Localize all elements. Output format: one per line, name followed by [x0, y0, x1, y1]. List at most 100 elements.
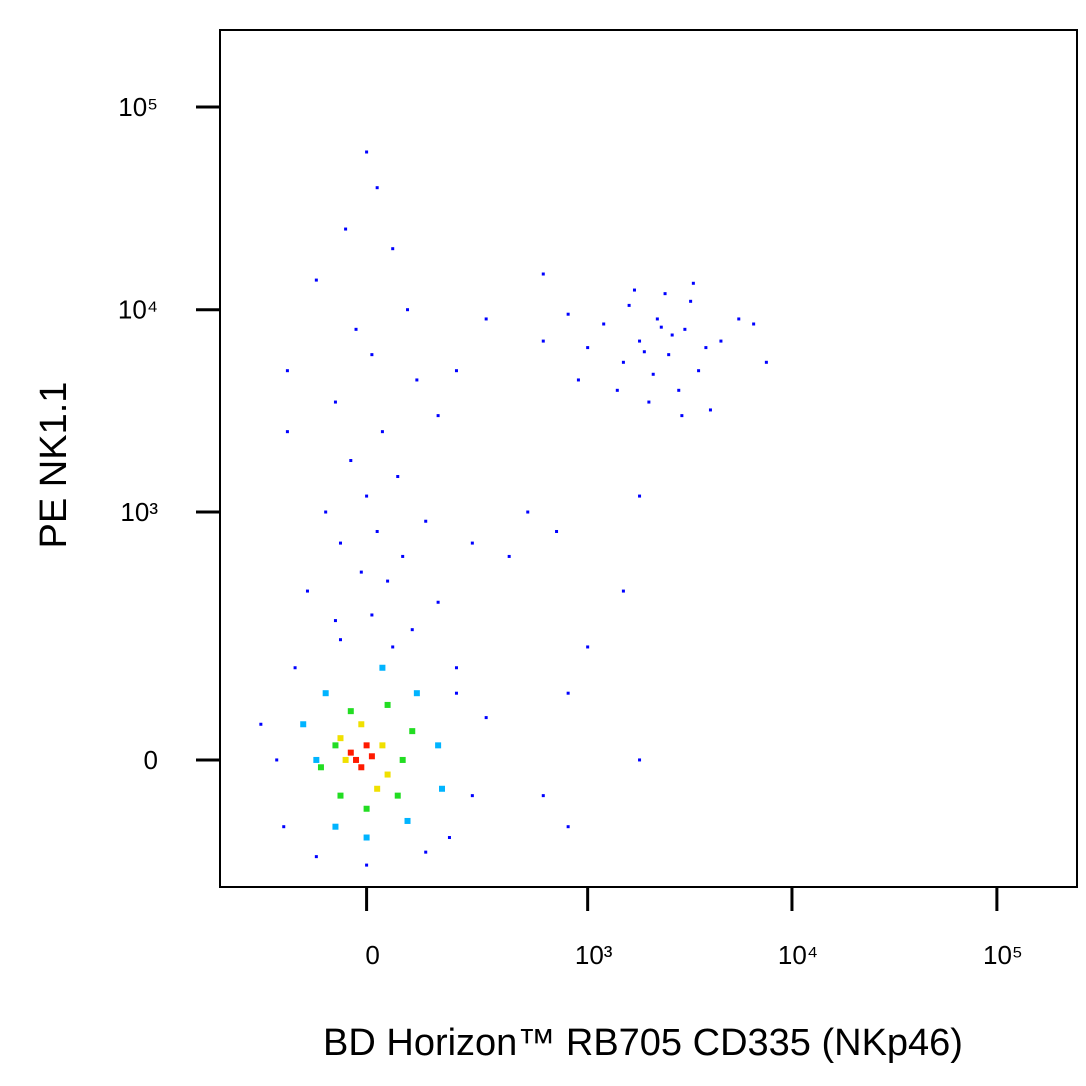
data-point: [347, 749, 354, 756]
data-point: [300, 721, 307, 728]
data-point: [333, 400, 337, 404]
data-point: [365, 150, 369, 154]
data-point: [358, 764, 365, 771]
data-point: [541, 272, 545, 276]
data-point: [365, 863, 369, 867]
data-point: [391, 645, 395, 649]
data-point: [708, 408, 712, 412]
data-point: [324, 510, 328, 514]
data-point: [555, 529, 559, 533]
data-point: [396, 475, 400, 479]
data-point: [285, 369, 289, 373]
data-point: [386, 579, 390, 583]
data-point: [384, 771, 391, 778]
data-point: [409, 728, 416, 735]
data-point: [363, 805, 370, 812]
data-point: [704, 346, 708, 350]
data-point: [415, 378, 419, 382]
data-point: [359, 570, 363, 574]
data-point: [365, 494, 369, 498]
data-point: [436, 414, 440, 418]
data-point: [526, 510, 530, 514]
data-point: [337, 735, 344, 742]
data-point: [375, 529, 379, 533]
data-point: [621, 589, 625, 593]
data-point: [259, 722, 263, 726]
data-point: [470, 794, 474, 798]
x-axis-title: BD Horizon™ RB705 CD335 (NKp46): [323, 1022, 963, 1064]
data-point: [602, 322, 606, 326]
data-point: [317, 764, 324, 771]
data-point: [293, 666, 297, 670]
data-point: [375, 186, 379, 190]
x-tick-label: 10⁵: [983, 940, 1023, 970]
data-point: [379, 664, 386, 671]
plot-frame: [219, 29, 1078, 888]
data-point: [680, 414, 684, 418]
x-tick-label: 10⁴: [778, 940, 818, 970]
data-point: [401, 554, 405, 558]
data-point: [332, 823, 339, 830]
data-point: [752, 322, 756, 326]
data-point: [410, 628, 414, 632]
data-point: [275, 758, 279, 762]
data-point: [413, 690, 420, 697]
data-point: [338, 638, 342, 642]
data-point: [354, 327, 358, 331]
data-point: [663, 292, 667, 296]
data-point: [313, 756, 320, 763]
data-point: [670, 333, 674, 337]
data-point: [424, 850, 428, 854]
data-point: [349, 459, 353, 463]
data-point: [404, 817, 411, 824]
data-point: [576, 378, 580, 382]
data-point: [586, 346, 590, 350]
data-point: [358, 721, 365, 728]
data-point: [424, 519, 428, 523]
y-axis-title: PE NK1.1: [33, 382, 75, 549]
data-point: [391, 247, 395, 251]
data-point: [566, 312, 570, 316]
data-point: [541, 794, 545, 798]
data-point: [333, 619, 337, 623]
data-point: [638, 758, 642, 762]
data-point: [659, 325, 663, 329]
data-point: [454, 369, 458, 373]
x-tick-label: 10³: [575, 940, 613, 970]
data-point: [632, 288, 636, 292]
data-point: [586, 645, 590, 649]
y-tick-label: 0: [144, 745, 158, 775]
data-point: [363, 742, 370, 749]
data-point: [305, 589, 309, 593]
data-point: [677, 388, 681, 392]
data-point: [655, 317, 659, 321]
y-tick-label: 10⁴: [118, 295, 158, 325]
data-point: [484, 716, 488, 720]
data-point: [379, 742, 386, 749]
data-point: [439, 785, 446, 792]
data-point: [689, 299, 693, 303]
data-point: [484, 317, 488, 321]
data-point: [566, 825, 570, 829]
data-point: [285, 430, 289, 434]
data-point: [447, 836, 451, 840]
data-point: [342, 756, 349, 763]
data-point: [314, 855, 318, 859]
data-point: [399, 756, 406, 763]
data-point: [691, 281, 695, 285]
data-point: [347, 708, 354, 715]
data-point: [627, 303, 631, 307]
data-point: [406, 308, 410, 312]
y-tick-label: 10³: [120, 497, 158, 527]
data-point: [541, 339, 545, 343]
data-point: [621, 360, 625, 364]
data-point: [322, 690, 329, 697]
data-point: [667, 353, 671, 357]
data-point: [353, 756, 360, 763]
data-point: [380, 430, 384, 434]
data-point: [436, 600, 440, 604]
data-point: [566, 691, 570, 695]
data-point: [368, 753, 375, 760]
data-point: [642, 350, 646, 354]
